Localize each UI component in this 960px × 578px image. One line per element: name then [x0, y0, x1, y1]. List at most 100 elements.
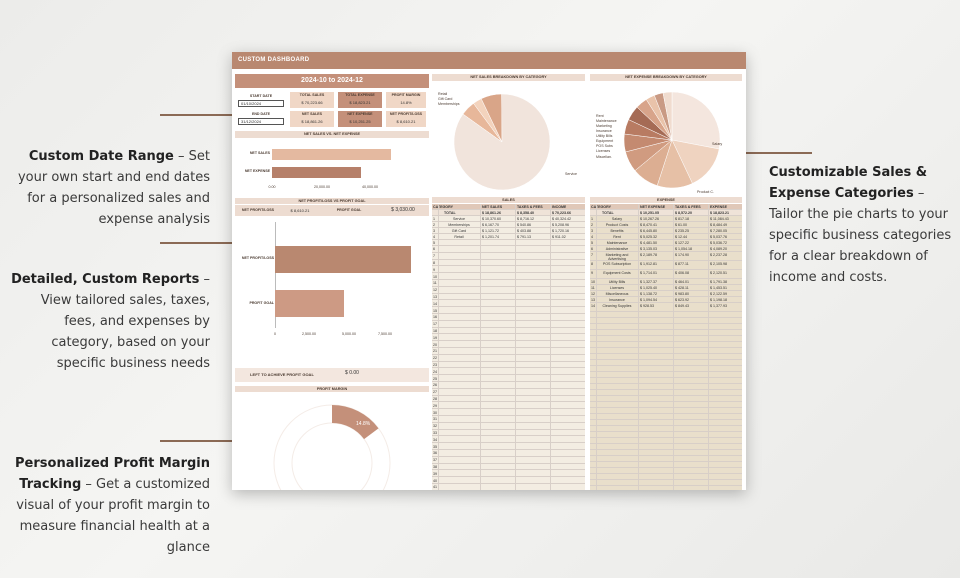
table-row[interactable]: 1 Service $ 10,370.60 $ 8,716.12 $ 40,324.42 [432, 216, 585, 222]
table-row[interactable] [590, 372, 742, 378]
goal-profit-goal-bar [275, 290, 345, 317]
table-row[interactable]: 2 Memberships $ 6,167.70 $ 540.86 $ 5,208.96 [432, 222, 585, 228]
table-row[interactable]: 18 [432, 328, 585, 335]
table-cell: $ 1,094.54 [640, 297, 657, 302]
table-row[interactable] [590, 450, 742, 456]
start-date-input[interactable]: 01/10/2024 [238, 100, 284, 107]
table-row[interactable]: 2 Product Costs $ 8,470.41 $ 61.00 $ 8,484.4… [590, 222, 742, 228]
table-cell: $ 983.80 [675, 291, 689, 296]
table-row[interactable] [590, 342, 742, 348]
table-row[interactable]: 15 [432, 308, 585, 314]
table-row[interactable]: 14 [432, 301, 585, 308]
kpi-total-sales-value: $ 70,223.66 [301, 100, 323, 105]
table-row[interactable]: 34 [432, 437, 585, 444]
table-row[interactable]: 21 [432, 349, 585, 355]
table-row[interactable] [590, 438, 742, 444]
table-row[interactable]: 10 Utility Bills $ 1,327.37 $ 464.01 $ 1,791… [590, 279, 742, 285]
table-row[interactable]: 33 [432, 430, 585, 437]
table-row[interactable]: 40 [432, 478, 585, 484]
table-row[interactable]: 4 Retail $ 1,201.74 $ 791.13 $ 911.02 [432, 234, 585, 240]
table-row[interactable] [590, 354, 742, 360]
table-row[interactable]: 5 Maintenance $ 4,481.50 $ 127.22 $ 5,036.72 [590, 240, 742, 246]
table-cell: $ 1,121.72 [482, 228, 499, 233]
table-row[interactable] [590, 336, 742, 342]
table-row[interactable]: 11 [432, 281, 585, 287]
table-row[interactable]: 4 Rent $ 5,025.32 $ 12.44 $ 5,037.76 [590, 234, 742, 240]
goal-goal-value: $ 3,030.00 [391, 207, 415, 213]
table-row[interactable]: 13 [432, 294, 585, 301]
table-row[interactable]: 12 [432, 288, 585, 294]
table-row[interactable]: 17 [432, 322, 585, 328]
table-row[interactable] [590, 456, 742, 462]
table-row[interactable] [590, 474, 742, 480]
bar1-net-expense-bar [272, 167, 362, 178]
table-row[interactable]: 9 [432, 267, 585, 274]
table-row[interactable]: 22 [432, 356, 585, 362]
table-row[interactable]: 27 [432, 390, 585, 396]
table-row[interactable]: 31 [432, 417, 585, 423]
table-cell: 36 [433, 451, 437, 456]
table-row[interactable]: 20 [432, 342, 585, 348]
end-date-input[interactable]: 31/12/2024 [238, 118, 284, 125]
table-row[interactable]: 37 [432, 458, 585, 464]
table-row[interactable]: 7 [432, 254, 585, 260]
table-row[interactable]: 6 Administrative $ 3,135.03 $ 1,054.18 $ 4,0… [590, 246, 742, 252]
table-row[interactable] [590, 432, 742, 438]
table-row[interactable]: 8 [432, 260, 585, 267]
sales-pie-chart [453, 93, 551, 191]
table-row[interactable]: 5 [432, 240, 585, 246]
table-row[interactable] [590, 348, 742, 354]
table-row[interactable] [590, 444, 742, 450]
table-row[interactable]: 14 Cleaning Supplies $ 928.53 $ 849.43 $ 1,3… [590, 303, 742, 312]
table-row[interactable]: 7 Marketing and Advertising $ 2,189.78 $ 17… [590, 252, 742, 261]
table-row[interactable] [590, 366, 742, 372]
table-row[interactable] [590, 396, 742, 402]
table-row[interactable] [590, 312, 742, 318]
table-row[interactable] [590, 480, 742, 486]
table-row[interactable] [590, 318, 742, 324]
table-row[interactable]: 29 [432, 403, 585, 410]
table-row[interactable]: 32 [432, 424, 585, 430]
table-row[interactable] [590, 360, 742, 366]
table-row[interactable]: 19 [432, 335, 585, 342]
table-row[interactable] [590, 390, 742, 396]
goal-tick: 2,500.00 [302, 332, 316, 336]
table-row[interactable]: 25 [432, 376, 585, 382]
table-row[interactable] [590, 402, 742, 408]
table-row[interactable]: 3 Benefits $ 6,445.80 $ 235.25 $ 7,280.05 [590, 228, 742, 234]
table-row[interactable]: 35 [432, 444, 585, 450]
table-row[interactable]: 16 [432, 315, 585, 321]
table-row[interactable] [590, 426, 742, 432]
table-row[interactable] [590, 408, 742, 414]
table-row[interactable] [590, 468, 742, 474]
callout-profit-margin: Personalized Profit Margin Tracking – Ge… [8, 453, 210, 558]
table-row[interactable]: 1 Salary $ 10,267.26 $ 817.18 $ 11,084.43 [590, 216, 742, 222]
table-row[interactable]: 30 [432, 410, 585, 416]
table-row[interactable]: 41 [432, 485, 585, 490]
table-row[interactable]: 28 [432, 396, 585, 403]
table-row[interactable]: 39 [432, 471, 585, 478]
table-row[interactable]: 36 [432, 451, 585, 457]
table-row[interactable] [590, 384, 742, 390]
table-row[interactable] [590, 378, 742, 384]
bar1-net-sales-bar [272, 149, 391, 160]
table-row[interactable]: 11 Licenses $ 1,025.40 $ 428.11 $ 1,453.51 [590, 285, 742, 291]
table-row[interactable] [590, 414, 742, 420]
table-cell: $ 1,720.16 [552, 228, 569, 233]
table-row[interactable]: 24 [432, 369, 585, 376]
table-row[interactable]: 8 POS Subscription $ 1,912.81 $ 877.11 $ 2,1… [590, 261, 742, 270]
table-row[interactable]: 12 Miscellaneous $ 1,138.72 $ 983.80 $ 2,122… [590, 291, 742, 297]
table-row[interactable]: 13 Insurance $ 1,094.54 $ 623.92 $ 1,198.18 [590, 297, 742, 303]
table-row[interactable]: 6 [432, 247, 585, 253]
table-row[interactable]: 9 Equipment Costs $ 1,714.01 $ 406.08 $ 2,12… [590, 270, 742, 279]
table-row[interactable] [590, 330, 742, 336]
table-row[interactable]: 3 Gift Card $ 1,121.72 $ 403.88 $ 1,720.16 [432, 228, 585, 234]
table-row[interactable] [590, 462, 742, 468]
table-row[interactable]: 26 [432, 383, 585, 389]
table-row[interactable]: 23 [432, 362, 585, 369]
table-row[interactable] [590, 420, 742, 426]
table-column-line [596, 204, 597, 490]
table-row[interactable] [590, 324, 742, 330]
table-row[interactable]: 10 [432, 274, 585, 280]
table-row[interactable]: 38 [432, 464, 585, 471]
